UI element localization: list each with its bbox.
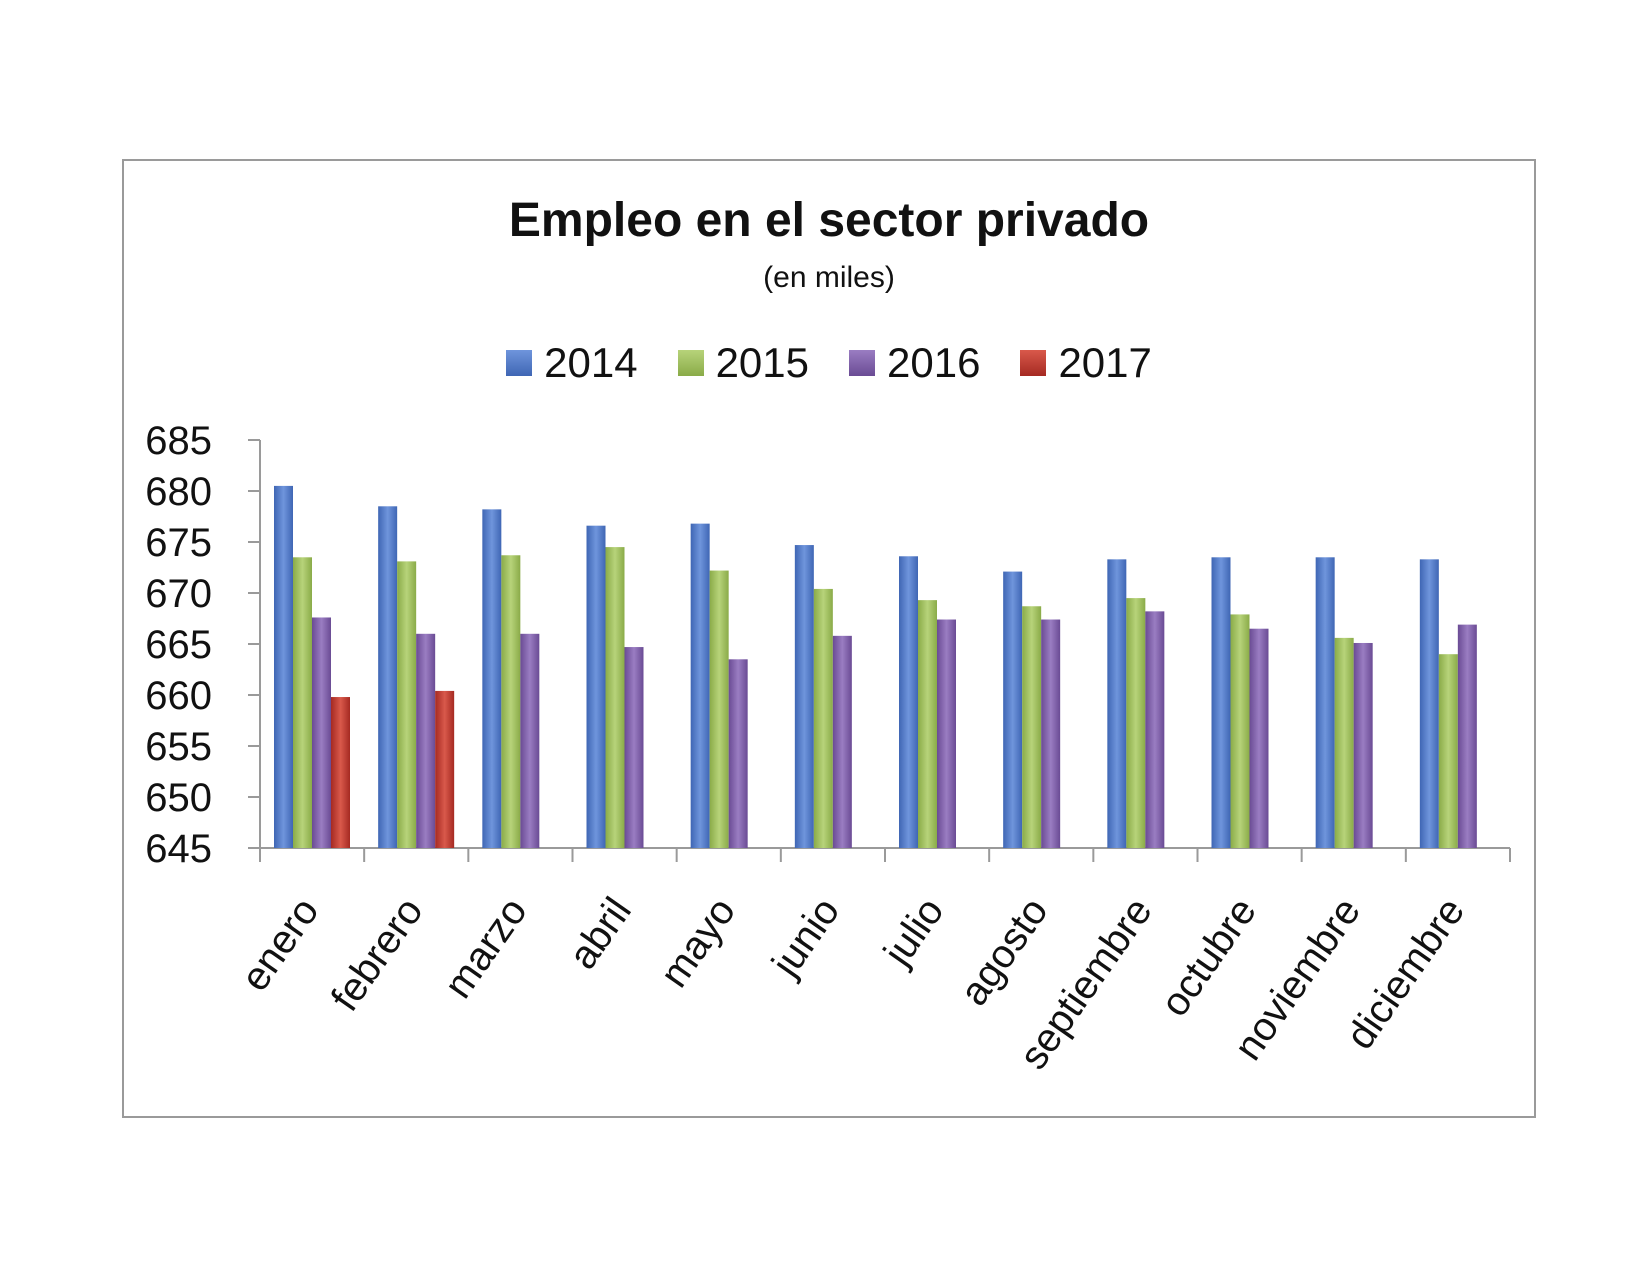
y-tick-label: 655 [145, 725, 212, 769]
bar-2015-diciembre [1438, 654, 1458, 848]
bar-2015-julio [918, 600, 937, 848]
legend-item-2017: 2017 [1020, 339, 1152, 387]
bar-2016-octubre [1249, 628, 1269, 848]
bar-2015-noviembre [1334, 637, 1354, 848]
bar-2014-noviembre [1315, 557, 1335, 848]
bar-2014-octubre [1211, 557, 1231, 848]
legend-label-2014: 2014 [544, 339, 638, 386]
bar-2015-junio [813, 588, 833, 848]
y-tick-label: 665 [145, 623, 212, 667]
x-tick-label-enero: enero [233, 890, 328, 999]
x-tick-label-junio: junio [763, 890, 848, 985]
x-tick-label-octubre: octubre [1152, 890, 1265, 1025]
bar-2016-diciembre [1457, 624, 1477, 848]
bar-2015-febrero [397, 561, 417, 848]
bar-2015-agosto [1022, 606, 1042, 848]
bar-2014-septiembre [1107, 559, 1127, 848]
bar-2015-septiembre [1126, 598, 1146, 848]
legend-item-2016: 2016 [849, 339, 980, 387]
bar-2014-enero [274, 485, 293, 848]
legend-label-2017: 2017 [1058, 339, 1152, 386]
bar-2017-febrero [435, 690, 455, 848]
x-tick-label-abril: abril [561, 890, 640, 977]
legend-item-2015: 2015 [677, 339, 809, 387]
y-tick-label: 680 [145, 470, 212, 514]
bar-2014-marzo [482, 509, 502, 848]
bar-2014-mayo [690, 523, 710, 848]
bar-2017-enero [331, 697, 350, 848]
legend-label-2016: 2016 [887, 339, 981, 386]
bar-2016-marzo [520, 633, 540, 848]
x-tick-label-marzo: marzo [436, 890, 536, 1006]
chart-title: Empleo en el sector privado [508, 194, 1150, 247]
legend-item-2014: 2014 [506, 339, 638, 387]
bar-2016-septiembre [1145, 611, 1165, 848]
bar-2016-julio [937, 619, 956, 848]
legend-swatch-2015 [677, 350, 704, 376]
bar-2014-julio [899, 556, 918, 848]
chart-subtitle: (en miles) [763, 261, 895, 294]
bar-2015-mayo [709, 570, 729, 848]
legend-label-2015: 2015 [715, 339, 809, 386]
y-tick-label: 675 [145, 521, 212, 565]
x-tick-label-mayo: mayo [652, 890, 744, 995]
bar-2016-noviembre [1353, 642, 1373, 848]
bar-2015-enero [293, 557, 312, 848]
y-tick-label: 660 [145, 674, 212, 718]
x-tick-label-agosto: agosto [952, 890, 1057, 1014]
bar-2014-agosto [1003, 571, 1023, 848]
y-tick-label: 685 [145, 419, 212, 463]
bar-2015-marzo [501, 555, 521, 848]
bar-2016-junio [832, 635, 852, 848]
legend-swatch-2017 [1020, 350, 1047, 376]
chart-legend: 2014 2015 2016 2017 [124, 339, 1534, 387]
legend-swatch-2014 [506, 350, 533, 376]
bar-2014-abril [586, 525, 606, 848]
bar-2014-diciembre [1419, 559, 1439, 848]
x-tick-label-febrero: febrero [323, 890, 432, 1019]
legend-swatch-2016 [849, 350, 875, 376]
bar-2015-abril [605, 547, 625, 848]
bar-2016-febrero [416, 633, 436, 848]
bar-2014-junio [794, 545, 814, 848]
y-tick-label: 650 [145, 776, 212, 820]
y-tick-label: 670 [145, 572, 212, 616]
x-tick-label-julio: julio [875, 890, 952, 974]
bar-2016-mayo [728, 659, 748, 848]
bar-2014-febrero [378, 506, 398, 848]
bar-2016-agosto [1041, 619, 1061, 848]
bar-2016-abril [624, 647, 644, 848]
bar-2016-enero [312, 617, 331, 848]
bar-2015-octubre [1230, 614, 1250, 848]
y-tick-label: 645 [145, 827, 212, 871]
